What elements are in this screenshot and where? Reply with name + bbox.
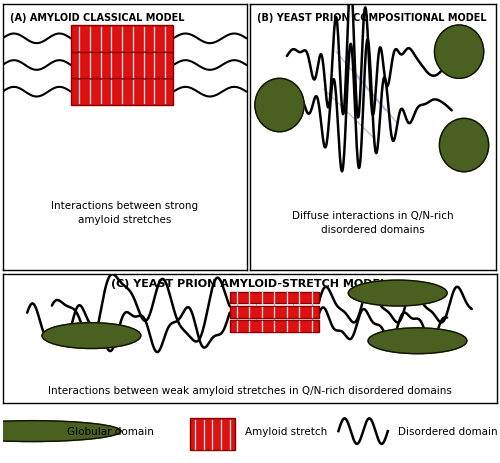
Text: Globular domain: Globular domain [66,426,154,436]
Circle shape [0,421,121,442]
Text: (B) YEAST PRION COMPOSITIONAL MODEL: (B) YEAST PRION COMPOSITIONAL MODEL [258,13,487,23]
Circle shape [348,281,447,307]
FancyBboxPatch shape [230,320,318,332]
Text: Diffuse interactions in Q/N-rich
disordered domains: Diffuse interactions in Q/N-rich disorde… [292,211,454,235]
FancyBboxPatch shape [230,307,318,318]
Circle shape [368,328,467,354]
Circle shape [255,79,304,132]
Text: Interactions between strong
amyloid stretches: Interactions between strong amyloid stre… [51,200,198,224]
Text: Amyloid stretch: Amyloid stretch [244,426,327,436]
FancyBboxPatch shape [71,79,174,106]
Text: (C) YEAST PRION AMYLOID-STRETCH MODEL: (C) YEAST PRION AMYLOID-STRETCH MODEL [112,278,388,288]
Text: (A) AMYLOID CLASSICAL MODEL: (A) AMYLOID CLASSICAL MODEL [10,13,184,23]
FancyBboxPatch shape [71,26,174,53]
Text: Disordered domain: Disordered domain [398,426,498,436]
FancyBboxPatch shape [71,53,174,79]
Circle shape [434,26,484,79]
FancyBboxPatch shape [190,419,234,450]
Text: Interactions between weak amyloid stretches in Q/N-rich disordered domains: Interactions between weak amyloid stretc… [48,385,452,395]
Circle shape [440,119,488,172]
Circle shape [42,323,141,349]
FancyBboxPatch shape [230,292,318,304]
